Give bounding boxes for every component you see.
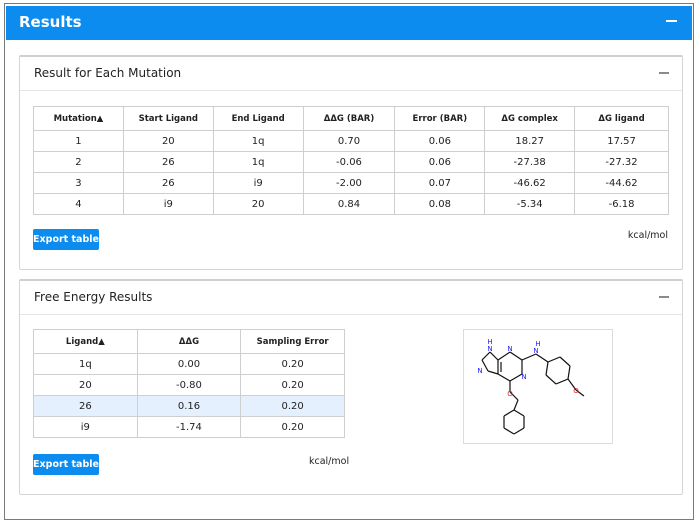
column-header-start-ligand[interactable]: Start Ligand [122, 106, 214, 131]
column-header-mutation[interactable]: Mutation▲ [33, 106, 124, 131]
atom-label: N [487, 345, 492, 353]
table-row[interactable]: i9 -1.74 0.20 [33, 416, 345, 438]
atom-label: O [507, 390, 513, 398]
mutation-table: Mutation▲ Start Ligand End Ligand ΔΔG (B… [33, 106, 669, 215]
table-cell: 20 [122, 130, 214, 152]
table-row-selected[interactable]: 26 0.16 0.20 [33, 395, 345, 417]
table-cell: 0.20 [240, 416, 345, 438]
unit-label: kcal/mol [627, 230, 668, 241]
export-table-button[interactable]: Export table [33, 454, 99, 475]
table-cell: -6.18 [574, 193, 669, 215]
mutation-card-title: Result for Each Mutation [34, 66, 182, 80]
table-cell: 0.06 [394, 151, 486, 173]
table-cell: 0.20 [240, 374, 345, 396]
minimize-mutation-card-button[interactable] [659, 72, 669, 74]
table-cell: 0.70 [302, 130, 396, 152]
atom-label: N [533, 347, 538, 355]
table-row[interactable]: 1 20 1q 0.70 0.06 18.27 17.57 [33, 130, 669, 152]
table-row[interactable]: 1q 0.00 0.20 [33, 353, 345, 375]
table-row[interactable]: 4 i9 20 0.84 0.08 -5.34 -6.18 [33, 193, 669, 215]
atom-label: O [573, 387, 579, 395]
minimize-free-energy-card-button[interactable] [659, 296, 669, 298]
table-cell: 2 [33, 151, 124, 173]
free-energy-results-card: Free Energy Results Ligand▲ ΔΔG Sampling… [19, 279, 683, 495]
column-header-dg-complex[interactable]: ΔG complex [484, 106, 576, 131]
atom-label: N [507, 345, 512, 353]
table-cell: 0.00 [136, 353, 242, 375]
atom-label: H [535, 340, 540, 348]
table-cell: 26 [33, 395, 138, 417]
table-cell: -0.06 [302, 151, 396, 173]
table-cell: 0.84 [302, 193, 396, 215]
card-divider [20, 314, 682, 315]
molecule-structure-image: H N N N N N H O O [477, 338, 585, 435]
unit-label: kcal/mol [309, 456, 350, 467]
card-divider [20, 90, 682, 91]
table-cell: -27.32 [574, 151, 669, 173]
table-cell: -2.00 [302, 172, 396, 194]
table-cell: 20 [212, 193, 304, 215]
atom-label: N [521, 373, 526, 381]
table-header-row: Mutation▲ Start Ligand End Ligand ΔΔG (B… [33, 106, 669, 131]
table-cell: 20 [33, 374, 138, 396]
export-table-button[interactable]: Export table [33, 229, 99, 250]
table-cell: -46.62 [484, 172, 576, 194]
atom-label: N [477, 367, 482, 375]
table-cell: -27.38 [484, 151, 576, 173]
table-cell: 18.27 [484, 130, 576, 152]
table-cell: 1q [33, 353, 138, 375]
table-cell: -1.74 [136, 416, 242, 438]
collapse-results-button[interactable] [660, 10, 682, 32]
column-header-ddg-bar[interactable]: ΔΔG (BAR) [302, 106, 396, 131]
atom-label: H [487, 338, 492, 346]
table-cell: i9 [33, 416, 138, 438]
table-cell: 0.20 [240, 353, 345, 375]
results-header: Results [6, 6, 692, 40]
column-header-dg-ligand[interactable]: ΔG ligand [574, 106, 669, 131]
table-cell: 0.08 [394, 193, 486, 215]
table-row[interactable]: 3 26 i9 -2.00 0.07 -46.62 -44.62 [33, 172, 669, 194]
table-header-row: Ligand▲ ΔΔG Sampling Error [33, 329, 345, 354]
column-header-ligand[interactable]: Ligand▲ [33, 329, 138, 354]
molecule-structure-viewer: H N N N N N H O O [463, 329, 613, 444]
table-cell: -0.80 [136, 374, 242, 396]
table-cell: 0.16 [136, 395, 242, 417]
free-energy-table: Ligand▲ ΔΔG Sampling Error 1q 0.00 0.20 … [33, 329, 345, 438]
table-cell: i9 [212, 172, 304, 194]
results-title: Results [19, 13, 82, 31]
table-row[interactable]: 20 -0.80 0.20 [33, 374, 345, 396]
free-energy-card-title: Free Energy Results [34, 290, 153, 304]
table-cell: 17.57 [574, 130, 669, 152]
table-cell: 1 [33, 130, 124, 152]
table-cell: 1q [212, 130, 304, 152]
table-cell: -44.62 [574, 172, 669, 194]
table-cell: -5.34 [484, 193, 576, 215]
table-row[interactable]: 2 26 1q -0.06 0.06 -27.38 -27.32 [33, 151, 669, 173]
column-header-ddg[interactable]: ΔΔG [136, 329, 242, 354]
column-header-error-bar[interactable]: Error (BAR) [394, 106, 486, 131]
table-cell: 0.07 [394, 172, 486, 194]
table-cell: 26 [122, 151, 214, 173]
table-cell: 26 [122, 172, 214, 194]
table-cell: i9 [122, 193, 214, 215]
table-cell: 0.20 [240, 395, 345, 417]
column-header-sampling-error[interactable]: Sampling Error [240, 329, 345, 354]
table-cell: 1q [212, 151, 304, 173]
mutation-results-card: Result for Each Mutation Mutation▲ Start… [19, 55, 683, 270]
table-cell: 4 [33, 193, 124, 215]
table-cell: 0.06 [394, 130, 486, 152]
minus-icon [666, 20, 677, 22]
table-cell: 3 [33, 172, 124, 194]
column-header-end-ligand[interactable]: End Ligand [212, 106, 304, 131]
